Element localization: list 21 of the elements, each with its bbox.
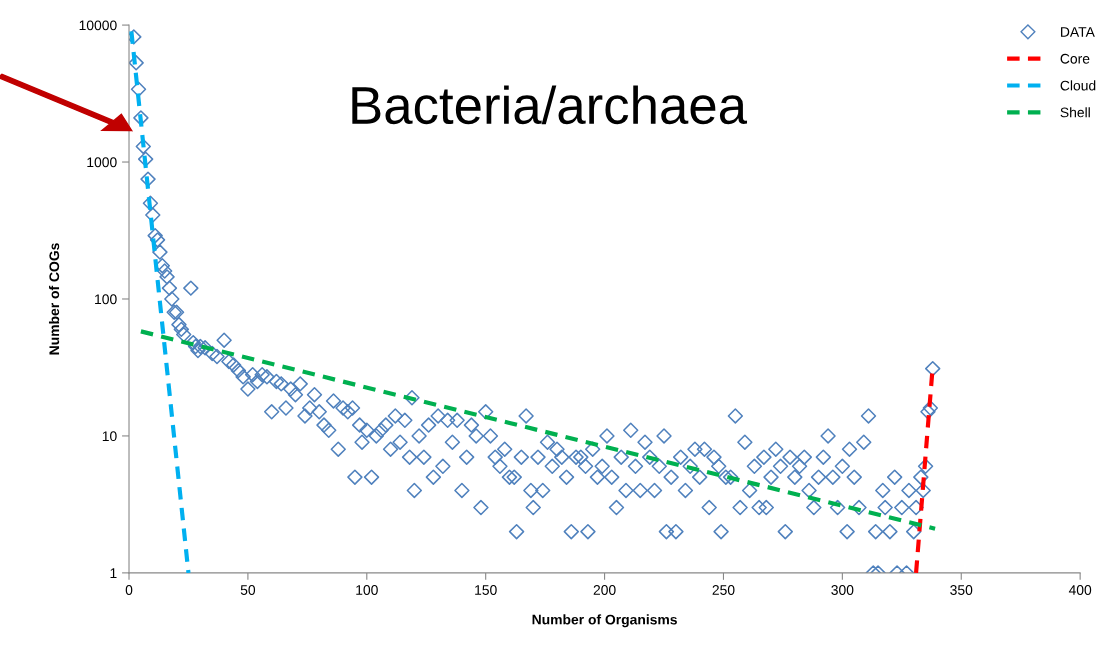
y-tick-label: 10 <box>102 431 117 442</box>
y-tick-label: 1 <box>110 568 117 578</box>
x-tick-label: 200 <box>593 585 616 595</box>
y-axis-title: Number of COGs <box>48 243 60 355</box>
x-tick-label: 300 <box>831 585 854 595</box>
legend-label: Cloud <box>1060 80 1096 91</box>
legend-label: DATA <box>1061 27 1095 37</box>
x-tick-label: 400 <box>1068 585 1092 595</box>
x-tick-label: 50 <box>240 585 256 595</box>
x-tick-label: 250 <box>712 585 735 595</box>
legend-label: Shell <box>1060 107 1090 118</box>
text: Bacteria/archaea <box>352 85 748 125</box>
x-tick-label: 150 <box>475 585 497 595</box>
y-tick-label: 100 <box>95 294 117 305</box>
y-tick-label: 10000 <box>79 20 117 31</box>
legend-label: Core <box>1060 53 1090 64</box>
x-tick-label: 350 <box>950 585 973 595</box>
x-tick-label: 100 <box>356 585 378 595</box>
x-tick-label: 0 <box>125 585 133 595</box>
y-tick-label: 1000 <box>87 157 117 168</box>
x-axis-title: Number of Organisms <box>532 614 677 628</box>
